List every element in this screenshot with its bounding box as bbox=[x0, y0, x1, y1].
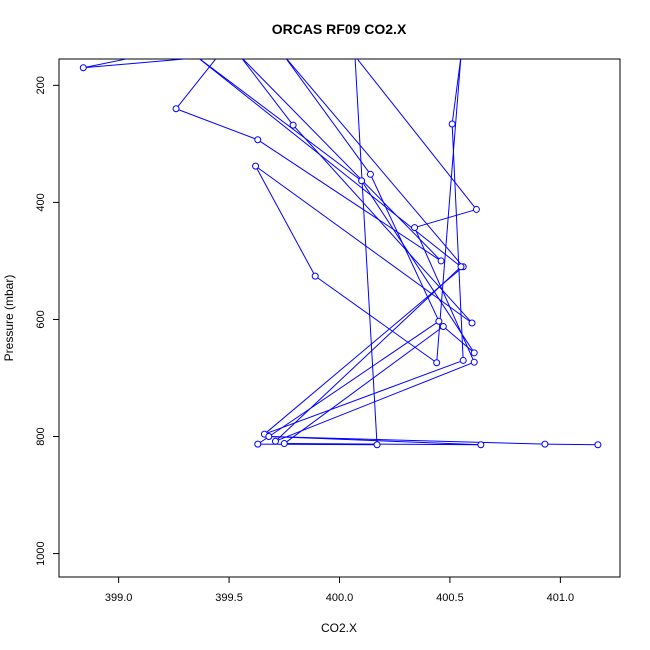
series-line-segment bbox=[175, 59, 217, 110]
x-tick-label: 401.0 bbox=[547, 592, 575, 604]
y-tick-label: 600 bbox=[35, 310, 47, 328]
data-point bbox=[439, 322, 447, 330]
data-point bbox=[433, 359, 441, 367]
data-point bbox=[470, 349, 478, 357]
series-line-segment bbox=[275, 266, 462, 442]
series-line-segment bbox=[175, 108, 258, 141]
data-point bbox=[437, 257, 445, 265]
series-line-segment bbox=[83, 59, 129, 69]
series-line-segment bbox=[314, 275, 437, 364]
data-point bbox=[79, 64, 87, 72]
series-line-segment bbox=[257, 443, 378, 446]
series-line-segment bbox=[451, 123, 464, 361]
plot-frame bbox=[58, 58, 621, 578]
x-tick-label: 400.5 bbox=[436, 592, 464, 604]
series-line-segment bbox=[83, 59, 191, 69]
series-line-segment bbox=[284, 443, 481, 446]
data-point bbox=[457, 263, 465, 271]
data-point bbox=[252, 162, 260, 170]
x-axis-label: CO2.X bbox=[321, 621, 357, 635]
series-line-segment bbox=[286, 59, 464, 268]
series-line-segment bbox=[414, 227, 475, 363]
series-line-segment bbox=[198, 59, 362, 182]
y-axis: 200 400 600 800 1000 bbox=[35, 76, 59, 566]
series-line-segment bbox=[544, 443, 598, 446]
data-point bbox=[435, 317, 443, 325]
y-tick-label: 400 bbox=[35, 193, 47, 211]
data-point bbox=[472, 205, 480, 213]
chart-title: ORCAS RF09 CO2.X bbox=[272, 21, 407, 37]
series-line-segment bbox=[361, 180, 475, 354]
series-line-segment bbox=[264, 359, 464, 435]
series-line-segment bbox=[369, 174, 440, 322]
series-line-segment bbox=[442, 326, 475, 354]
series-line-segment bbox=[268, 436, 545, 445]
data-point bbox=[271, 437, 279, 445]
data-point bbox=[254, 440, 262, 448]
x-tick-label: 399.5 bbox=[215, 592, 243, 604]
data-point bbox=[468, 319, 476, 327]
series-line-segment bbox=[242, 59, 442, 262]
data-point bbox=[459, 356, 467, 364]
series-line-segment bbox=[198, 59, 462, 268]
data-point bbox=[358, 177, 366, 185]
data-point bbox=[477, 441, 485, 449]
series-line-segment bbox=[257, 320, 440, 445]
series-line-segment bbox=[436, 59, 462, 363]
data-point bbox=[311, 272, 319, 280]
series-line-segment bbox=[283, 326, 444, 444]
series-line-segment bbox=[264, 266, 464, 435]
data-point bbox=[541, 440, 549, 448]
data-point bbox=[448, 120, 456, 128]
y-tick-label: 200 bbox=[35, 76, 47, 94]
series-line-segment bbox=[356, 59, 477, 210]
data-point bbox=[172, 105, 180, 113]
x-tick-label: 399.0 bbox=[105, 592, 133, 604]
x-axis: 399.0 399.5 400.0 400.5 401.0 bbox=[105, 577, 574, 604]
data-point bbox=[470, 358, 478, 366]
data-point bbox=[254, 136, 262, 144]
series-line-segment bbox=[241, 59, 294, 126]
y-axis-label: Pressure (mbar) bbox=[2, 275, 16, 362]
y-tick-label: 800 bbox=[35, 427, 47, 445]
series-line-segment bbox=[255, 165, 473, 324]
series-line-segment bbox=[354, 59, 378, 445]
x-tick-label: 400.0 bbox=[326, 592, 354, 604]
series-line-segment bbox=[414, 208, 477, 229]
data-point bbox=[594, 441, 602, 449]
series-line-segment bbox=[451, 59, 462, 125]
data-point bbox=[280, 440, 288, 448]
data-point bbox=[373, 441, 381, 449]
series-line-segment bbox=[285, 59, 371, 175]
series-line-segment bbox=[255, 165, 316, 277]
y-tick-label: 1000 bbox=[35, 541, 47, 565]
series-line-segment bbox=[257, 139, 442, 262]
data-point bbox=[366, 170, 374, 178]
data-point bbox=[265, 433, 273, 441]
series-line-segment bbox=[275, 361, 475, 442]
data-point bbox=[411, 224, 419, 232]
data-point bbox=[289, 121, 297, 129]
